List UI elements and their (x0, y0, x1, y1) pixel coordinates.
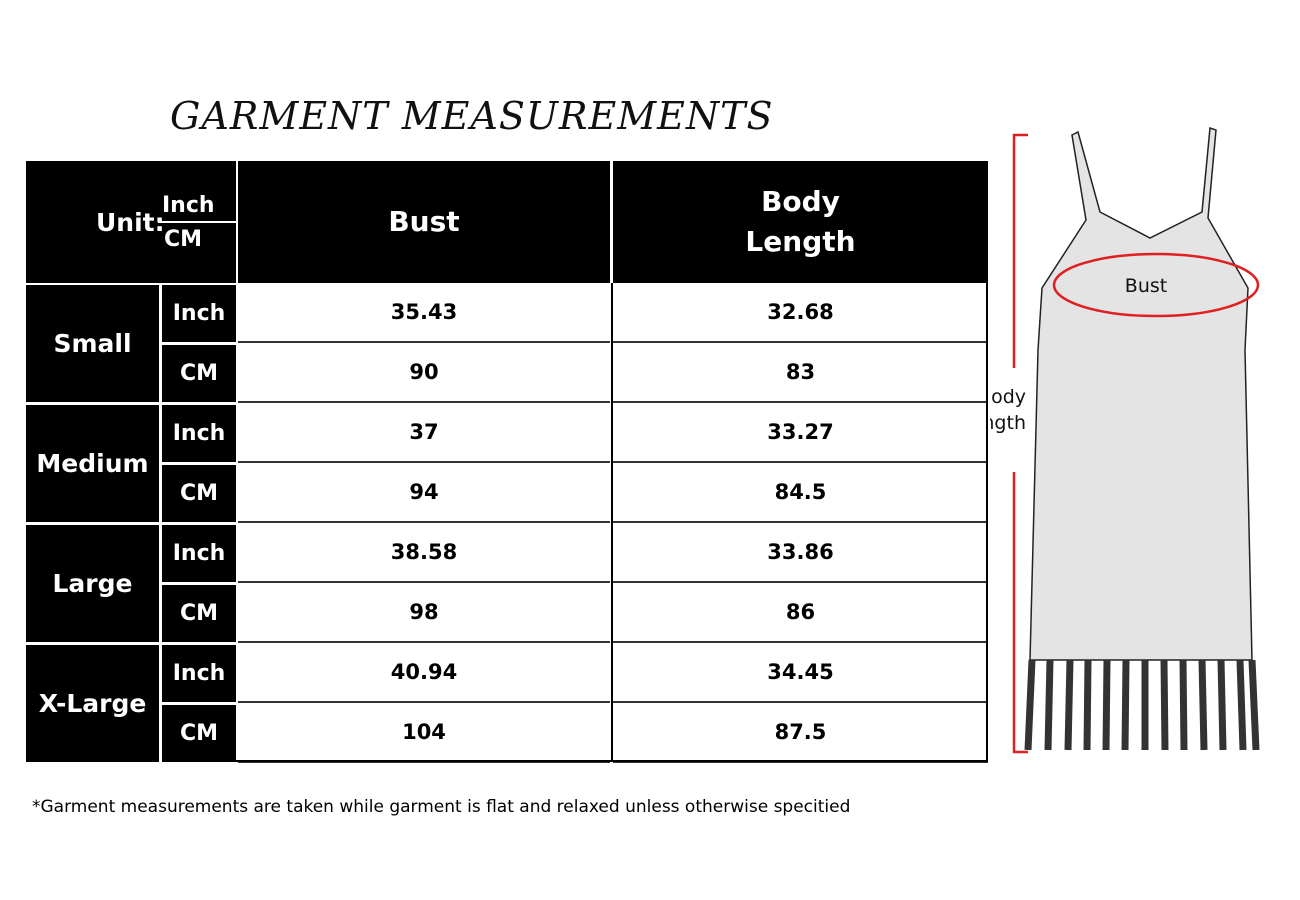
unit-cell: CM (162, 345, 236, 402)
bust-value: 98 (238, 583, 610, 643)
bust-value: 35.43 (238, 283, 610, 343)
unit-cell: Inch (162, 645, 236, 702)
bust-value: 104 (238, 703, 610, 763)
body-length-value: 87.5 (613, 703, 988, 763)
body-length-value: 33.86 (613, 523, 988, 583)
body-length-value: 84.5 (613, 463, 988, 523)
unit-header: Unit: Inch CM (26, 161, 236, 283)
unit-bottom: CM (164, 227, 203, 252)
body-length-value: 34.45 (613, 643, 988, 703)
page-title: GARMENT MEASUREMENTS (170, 94, 774, 138)
unit-label: Unit: (96, 208, 165, 237)
bust-value: 40.94 (238, 643, 610, 703)
size-label: Large (26, 525, 159, 642)
table-bottom-border (236, 760, 988, 762)
bust-value: 90 (238, 343, 610, 403)
size-label: Small (26, 285, 159, 402)
dress-shape (1029, 126, 1253, 661)
bust-value: 94 (238, 463, 610, 523)
body-length-value: 32.68 (613, 283, 988, 343)
table-right-border (986, 283, 988, 762)
fringe (1024, 659, 1260, 751)
bust-ellipse (1052, 252, 1260, 318)
bust-value: 37 (238, 403, 610, 463)
body-length-bracket (1012, 133, 1028, 754)
body-length-value: 33.27 (613, 403, 988, 463)
size-label: X-Large (26, 645, 159, 762)
body-length-label-wrap: Body Length (990, 384, 1030, 440)
unit-cell: Inch (162, 525, 236, 582)
column-divider (611, 283, 613, 762)
unit-cell: CM (162, 705, 236, 762)
bust-label: Bust (1125, 275, 1167, 297)
unit-divider (158, 221, 236, 223)
unit-cell: Inch (162, 405, 236, 462)
size-label: Medium (26, 405, 159, 522)
dress-diagram: Bust (1012, 126, 1260, 754)
body-length-label: Body Length (990, 386, 1026, 434)
unit-cell: CM (162, 465, 236, 522)
footnote: *Garment measurements are taken while ga… (32, 797, 851, 817)
unit-cell: Inch (162, 285, 236, 342)
bust-value: 38.58 (238, 523, 610, 583)
body-length-value: 83 (613, 343, 988, 403)
unit-top: Inch (162, 193, 215, 218)
column-header-bust: Bust (238, 161, 610, 283)
unit-cell: CM (162, 585, 236, 642)
body-length-value: 86 (613, 583, 988, 643)
column-header-body-length: Body Length (613, 161, 988, 283)
